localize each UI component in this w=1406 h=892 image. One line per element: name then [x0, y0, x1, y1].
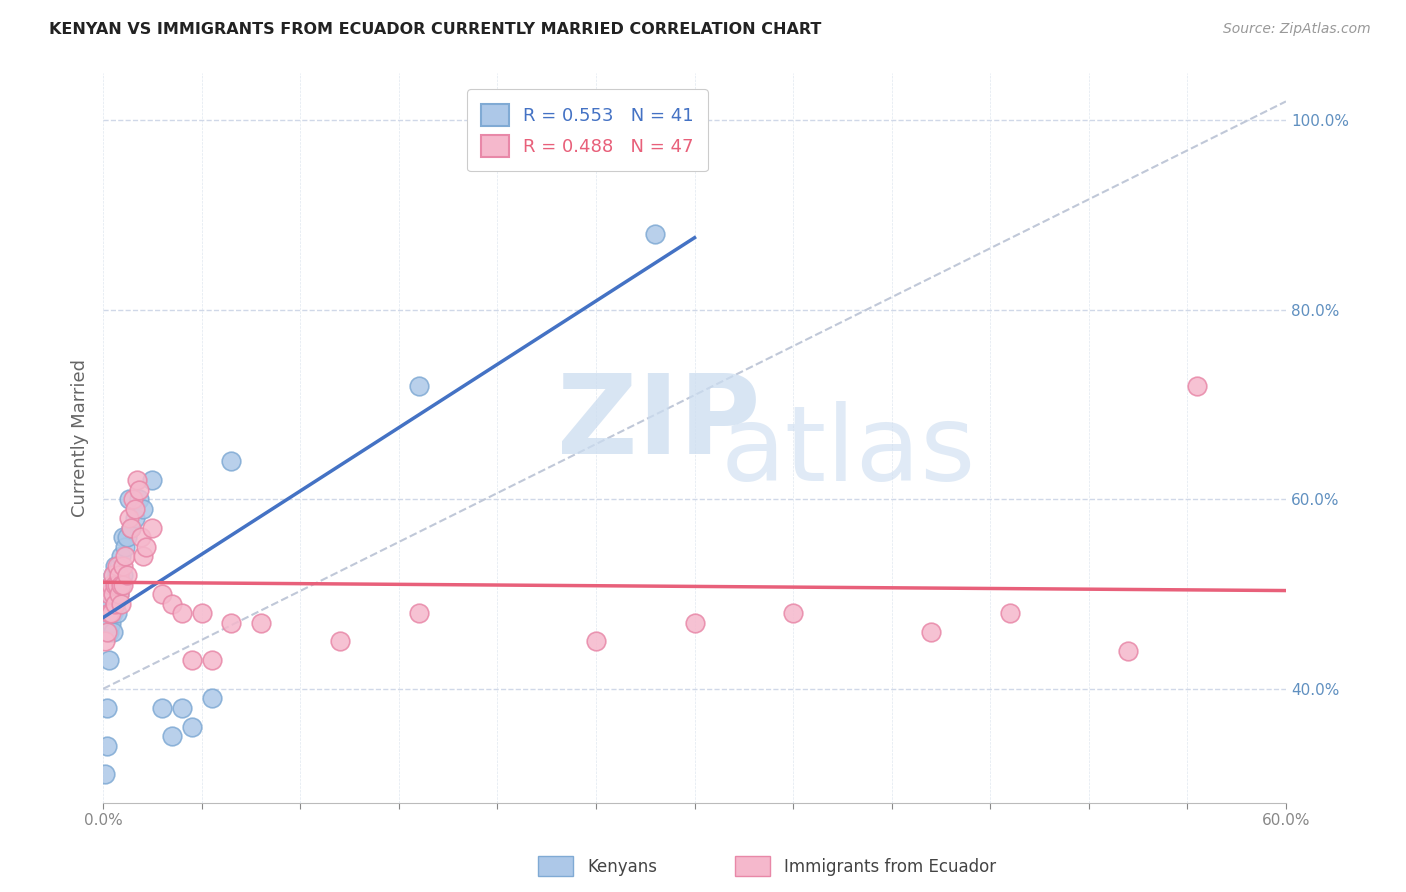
Point [100, 606, 122, 620]
Point [110, 577, 132, 591]
Point [96, 700, 118, 714]
Point [329, 634, 352, 648]
Point [101, 587, 124, 601]
Point [219, 454, 242, 468]
Point [98, 606, 121, 620]
Point [108, 568, 131, 582]
Point [94, 767, 117, 781]
Point [104, 597, 127, 611]
Point [101, 606, 124, 620]
Point [180, 720, 202, 734]
Point [111, 558, 134, 573]
Point [124, 501, 146, 516]
Point [998, 606, 1021, 620]
Point [128, 492, 150, 507]
Point [200, 691, 222, 706]
Text: ZIP: ZIP [557, 369, 761, 476]
Point [782, 606, 804, 620]
Point [101, 587, 124, 601]
Text: Immigrants from Ecuador: Immigrants from Ecuador [785, 858, 995, 876]
Point [150, 700, 173, 714]
Point [110, 577, 132, 591]
Legend: R = 0.553   N = 41, R = 0.488   N = 47: R = 0.553 N = 41, R = 0.488 N = 47 [467, 89, 709, 171]
Point [219, 615, 242, 630]
Point [110, 549, 132, 564]
Point [125, 474, 148, 488]
Text: KENYAN VS IMMIGRANTS FROM ECUADOR CURRENTLY MARRIED CORRELATION CHART: KENYAN VS IMMIGRANTS FROM ECUADOR CURREN… [49, 22, 821, 37]
Point [104, 597, 127, 611]
Point [105, 558, 128, 573]
Point [104, 577, 127, 591]
Point [96, 624, 118, 639]
Point [408, 378, 430, 392]
Point [104, 558, 127, 573]
Point [408, 606, 430, 620]
Point [114, 549, 136, 564]
Point [111, 568, 134, 582]
Point [105, 568, 128, 582]
Point [118, 511, 141, 525]
Point [105, 606, 128, 620]
Point [101, 624, 124, 639]
Point [114, 540, 136, 554]
Y-axis label: Currently Married: Currently Married [72, 359, 89, 516]
Point [150, 587, 173, 601]
Point [98, 653, 121, 667]
Point [98, 606, 121, 620]
Point [98, 624, 121, 639]
Point [94, 634, 117, 648]
Point [100, 615, 122, 630]
Point [170, 700, 193, 714]
Point [644, 227, 666, 241]
Point [920, 624, 942, 639]
Point [160, 597, 183, 611]
Point [115, 530, 138, 544]
Text: Kenyans: Kenyans [588, 858, 657, 876]
Point [100, 577, 122, 591]
Point [585, 634, 607, 648]
Point [105, 587, 128, 601]
Point [141, 521, 163, 535]
Text: Source: ZipAtlas.com: Source: ZipAtlas.com [1223, 22, 1371, 37]
Point [190, 606, 212, 620]
Point [111, 530, 134, 544]
Point [131, 501, 153, 516]
Point [108, 558, 131, 573]
Point [129, 530, 152, 544]
Point [115, 568, 138, 582]
Point [160, 729, 183, 743]
Point [121, 492, 143, 507]
Point [120, 521, 142, 535]
Point [101, 568, 124, 582]
Point [128, 483, 150, 497]
Point [105, 577, 128, 591]
Point [200, 653, 222, 667]
Point [96, 739, 118, 753]
Point [111, 577, 134, 591]
Point [683, 615, 706, 630]
Point [110, 597, 132, 611]
Point [124, 511, 146, 525]
Point [1187, 378, 1209, 392]
Point [141, 474, 163, 488]
Point [1116, 644, 1139, 658]
Point [131, 549, 153, 564]
Point [180, 653, 202, 667]
Point [100, 577, 122, 591]
Point [101, 568, 124, 582]
Point [250, 615, 273, 630]
Point [108, 587, 131, 601]
Point [108, 587, 131, 601]
Point [98, 587, 121, 601]
Text: atlas: atlas [721, 401, 976, 503]
Point [100, 597, 122, 611]
Point [118, 492, 141, 507]
Point [120, 521, 142, 535]
Point [170, 606, 193, 620]
Point [104, 577, 127, 591]
Point [135, 540, 157, 554]
